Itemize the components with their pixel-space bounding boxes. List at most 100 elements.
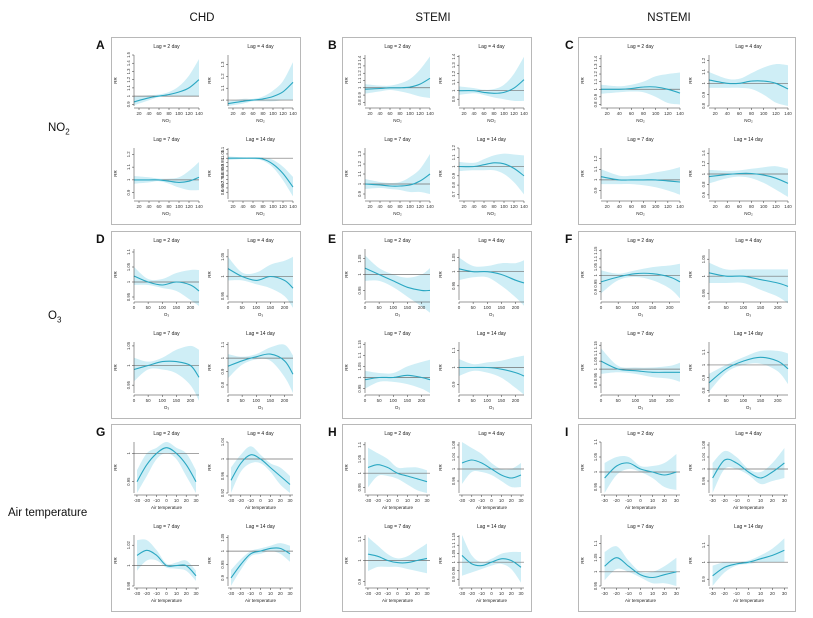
y-tick-label: 1.1 xyxy=(220,341,225,347)
lag-title: Lag = 2 day xyxy=(384,431,411,437)
x-tick-label: -20 xyxy=(613,498,620,503)
y-tick-label: 1 xyxy=(451,366,456,369)
x-tick-label: 120 xyxy=(279,204,287,209)
y-axis-label: RR xyxy=(580,170,585,177)
x-axis-label: NO₂ xyxy=(256,211,265,216)
x-tick-label: 100 xyxy=(632,305,640,310)
y-axis-label: RR xyxy=(688,77,693,84)
x-tick-label: 20 xyxy=(713,204,719,209)
x-tick-label: 10 xyxy=(174,498,180,503)
subplot: Lag = 14 day 0.90.95 1 1.051.11.15 RR -30 -20-… xyxy=(438,524,524,603)
x-tick-label: 20 xyxy=(230,204,236,209)
lag-title: Lag = 2 day xyxy=(384,238,411,244)
x-tick-label: 20 xyxy=(184,591,190,596)
subplot: Lag = 14 day 0.8 0.9 1 1.1 RR 0 50 100 150 200 O₃ xyxy=(207,331,294,410)
x-tick-label: -30 xyxy=(365,498,372,503)
x-tick-label: 200 xyxy=(666,305,674,310)
y-tick-label: 0.65 xyxy=(220,183,225,192)
x-tick-label: 40 xyxy=(146,204,152,209)
confidence-band xyxy=(604,546,677,586)
x-tick-label: -30 xyxy=(601,498,608,503)
panel-a-plots: Lag = 2 day 0.9 1 1.1 1.2 1.3 1.4 1.5 RR 20 40 60 80… xyxy=(113,44,297,216)
subplot: Lag = 7 day 0.9 1 1.1 1.2 1.3 RR 20 40 60 80 100 120… xyxy=(344,137,434,216)
y-tick-label: 1.4 xyxy=(357,55,362,61)
x-tick-label: 150 xyxy=(498,398,506,403)
x-tick-label: 0 xyxy=(396,498,399,503)
rr-curve xyxy=(458,79,525,94)
x-axis-label: Air temperature xyxy=(733,505,765,510)
y-tick-label: 0.9 xyxy=(357,190,362,196)
x-tick-label: 200 xyxy=(418,398,426,403)
y-axis-label: RR xyxy=(207,77,212,84)
y-axis-label: RR xyxy=(580,364,585,371)
x-axis-label: O₃ xyxy=(258,405,264,410)
confidence-band xyxy=(134,267,199,306)
x-tick-label: 60 xyxy=(387,204,393,209)
x-tick-label: 200 xyxy=(774,398,782,403)
y-tick-label: 0.95 xyxy=(220,158,225,167)
x-tick-label: 120 xyxy=(185,111,193,116)
y-tick-label: 0.9 xyxy=(593,288,598,294)
y-tick-label: 1.1 xyxy=(593,540,598,546)
confidence-band xyxy=(134,162,199,191)
y-tick-label: 0.9 xyxy=(701,374,706,380)
x-tick-label: 10 xyxy=(650,591,656,596)
panel-letter-b: B xyxy=(328,38,337,52)
y-tick-label: 0.95 xyxy=(593,581,598,590)
confidence-band xyxy=(459,153,524,195)
y-tick-label: 1.05 xyxy=(220,533,225,542)
x-tick-label: 20 xyxy=(770,498,776,503)
x-tick-label: -20 xyxy=(144,591,151,596)
x-tick-label: -20 xyxy=(238,498,245,503)
rr-curve xyxy=(708,272,789,287)
x-tick-label: 120 xyxy=(279,111,287,116)
y-tick-label: 1 xyxy=(357,471,362,474)
confidence-band xyxy=(134,59,199,106)
x-tick-label: -20 xyxy=(144,498,151,503)
y-tick-label: 1 xyxy=(126,280,131,283)
x-tick-label: 50 xyxy=(240,305,246,310)
x-tick-label: -10 xyxy=(625,498,632,503)
rr-curve xyxy=(461,554,522,568)
y-tick-label: 1 xyxy=(126,564,131,567)
lag-title: Lag = 4 day xyxy=(247,238,274,244)
x-tick-label: 150 xyxy=(404,305,412,310)
subplot: Lag = 14 day 0.9 0.95 1 1.05 RR -30 -20 -10 0 10 20… xyxy=(207,524,293,603)
x-tick-label: 100 xyxy=(406,204,414,209)
x-tick-label: 40 xyxy=(725,111,731,116)
y-tick-label: 0.95 xyxy=(357,384,362,393)
x-tick-label: 0 xyxy=(364,398,367,403)
x-axis-label: NO₂ xyxy=(636,211,645,216)
x-axis-label: NO₂ xyxy=(393,211,402,216)
x-tick-label: 140 xyxy=(520,204,528,209)
x-tick-label: 100 xyxy=(253,305,261,310)
x-tick-label: 150 xyxy=(173,398,181,403)
x-tick-label: 20 xyxy=(509,498,515,503)
y-axis-label: RR xyxy=(580,557,585,564)
y-axis-label: RR xyxy=(688,271,693,278)
x-axis-label: NO₂ xyxy=(744,118,753,123)
y-tick-label: 1.08 xyxy=(701,440,706,449)
rr-curve xyxy=(230,547,291,579)
y-axis-label: RR xyxy=(113,364,118,371)
x-tick-label: -10 xyxy=(478,591,485,596)
x-tick-label: 0 xyxy=(259,498,262,503)
y-axis-label: RR xyxy=(438,170,443,177)
y-axis-label: RR xyxy=(688,557,693,564)
x-tick-label: 140 xyxy=(195,204,203,209)
y-tick-label: 0.95 xyxy=(451,281,456,290)
panel-letter-i: I xyxy=(565,425,569,439)
y-tick-label: 1.1 xyxy=(701,542,706,548)
y-tick-label: 1.5 xyxy=(126,51,131,57)
rr-curve xyxy=(364,267,431,292)
y-tick-label: 1.05 xyxy=(701,254,706,263)
x-tick-label: 10 xyxy=(650,498,656,503)
x-tick-label: 50 xyxy=(616,305,622,310)
x-tick-label: 100 xyxy=(760,111,768,116)
y-tick-label: 0.95 xyxy=(593,279,598,288)
x-tick-label: 120 xyxy=(416,111,424,116)
x-tick-label: 200 xyxy=(281,398,289,403)
x-tick-label: -10 xyxy=(733,498,740,503)
x-tick-label: 10 xyxy=(174,591,180,596)
y-tick-label: 1.1 xyxy=(451,79,456,85)
